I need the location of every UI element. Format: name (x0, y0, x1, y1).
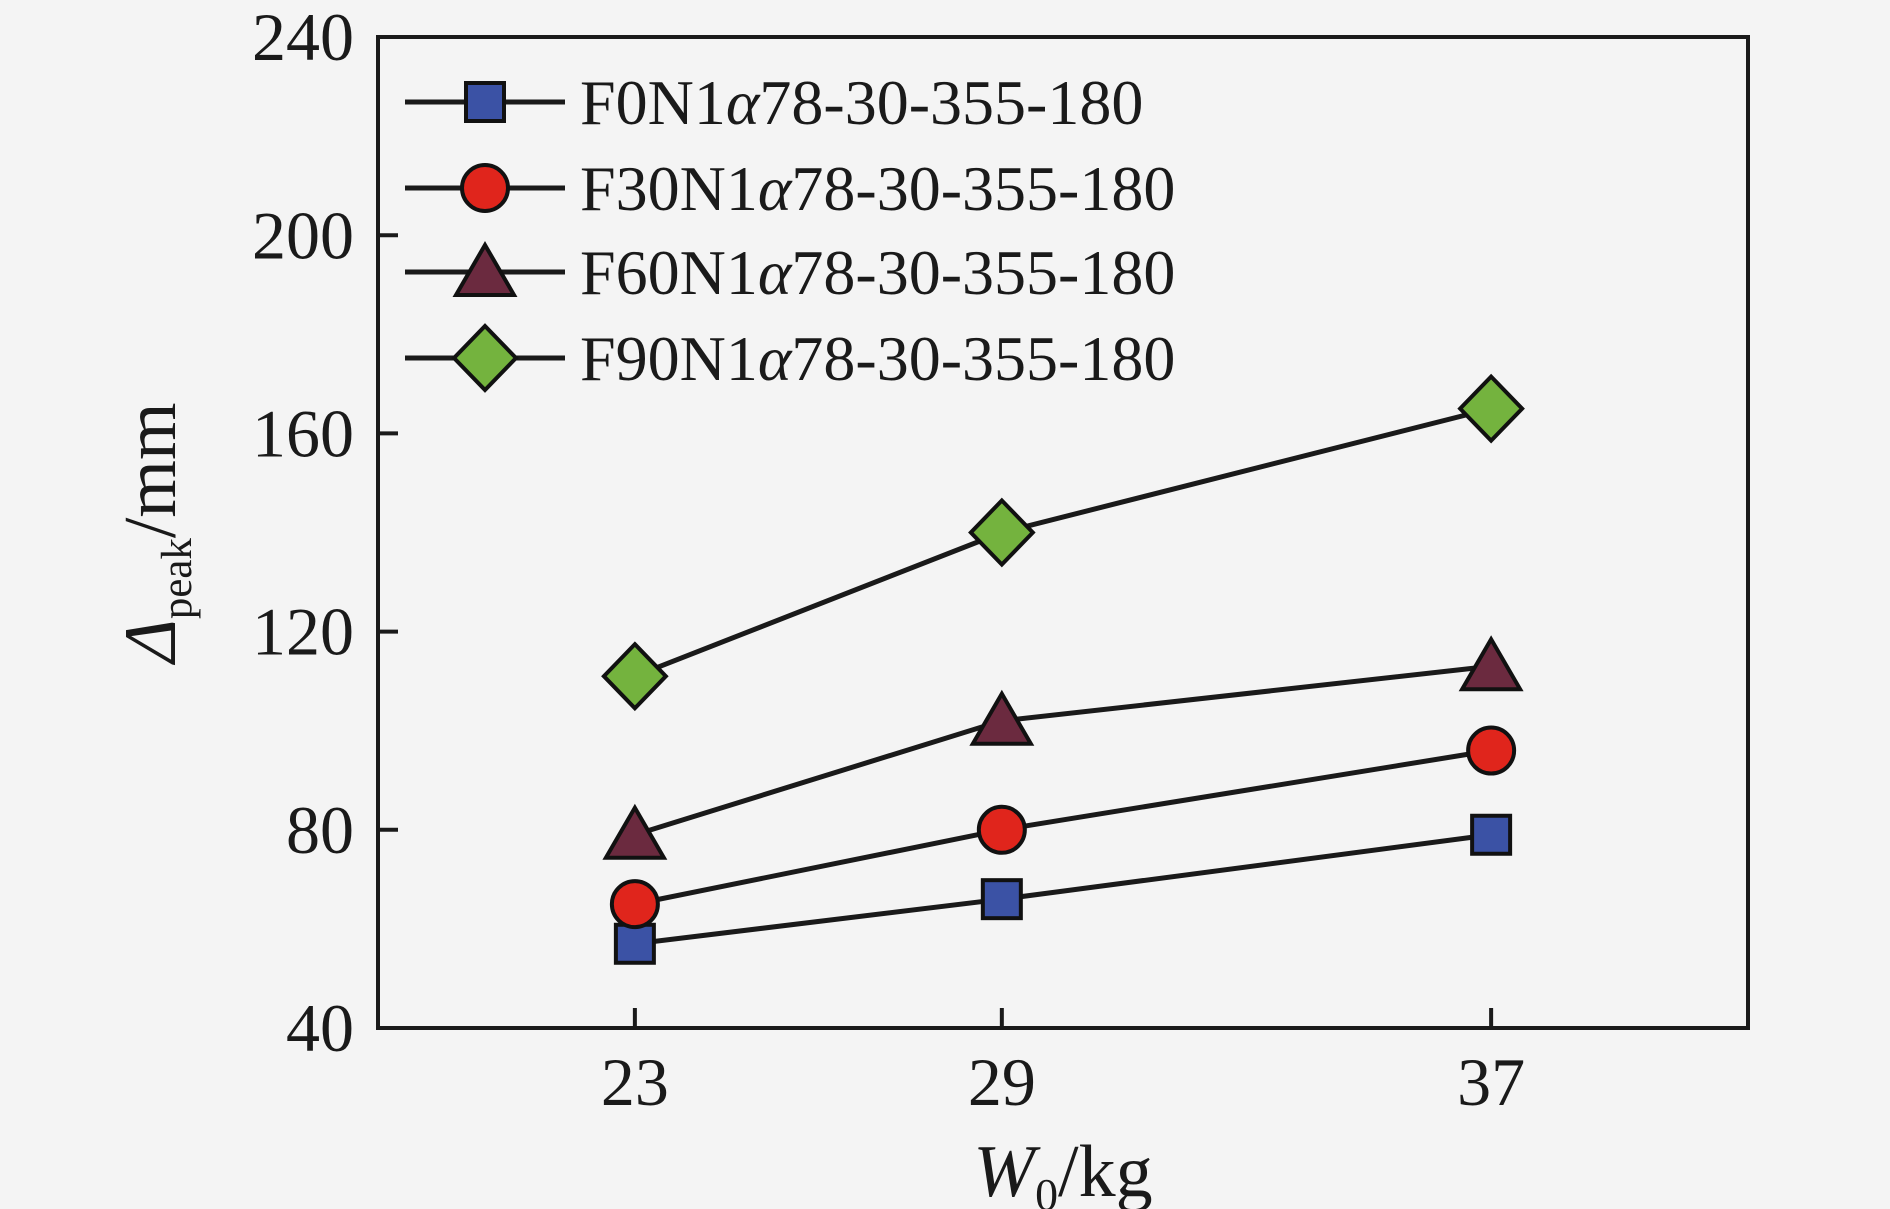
series-line-0 (634, 832, 1492, 947)
series-2-marker-2 (1458, 635, 1524, 692)
series-3-marker-1 (968, 497, 1036, 568)
series-0-marker-2 (1470, 813, 1513, 856)
legend-item-2: F60N1α78-30-355-180 (405, 237, 1175, 308)
legend: F0N1α78-30-355-180 F30N1α78-30-355-180 F60… (405, 67, 1175, 394)
legend-item-0: F0N1α78-30-355-180 (405, 67, 1143, 138)
x-axis-tick-label: 29 (968, 1044, 1036, 1120)
y-axis-tick-label: 40 (286, 990, 354, 1066)
series-line-1 (634, 748, 1492, 907)
x-axis-tick-label: 23 (601, 1044, 669, 1120)
series-3-marker-2 (1457, 373, 1525, 444)
y-axis-tick-label: 160 (252, 396, 354, 472)
series-2-marker-0 (602, 803, 668, 860)
series-2-marker-1 (969, 689, 1035, 746)
legend-label: F30N1α78-30-355-180 (580, 153, 1175, 224)
legend-marker-triangle (452, 241, 518, 297)
legend-marker-diamond (451, 323, 519, 393)
legend-item-3: F90N1α78-30-355-180 (405, 323, 1175, 394)
series-layer (601, 373, 1525, 965)
y-axis-tick-label: 240 (252, 0, 354, 75)
legend-label: F0N1α78-30-355-180 (580, 67, 1143, 138)
series-1-marker-0 (609, 879, 660, 930)
x-axis-tick-label: 37 (1457, 1044, 1525, 1120)
plot-frame (376, 35, 1750, 1030)
series-line-2 (634, 663, 1492, 838)
legend-marker-circle (460, 163, 510, 213)
y-axis-tick-label: 120 (252, 594, 354, 670)
legend-label: F60N1α78-30-355-180 (580, 237, 1175, 308)
series-0-marker-0 (613, 922, 656, 965)
legend-marker-square (464, 81, 506, 123)
axis-labels-layer: W0/kg Δpeak/mm (110, 402, 1153, 1209)
series-line-3 (633, 406, 1492, 679)
y-axis-label: Δpeak/mm (110, 402, 201, 665)
legend-label: F90N1α78-30-355-180 (580, 323, 1175, 394)
x-axis-label: W0/kg (973, 1131, 1152, 1209)
series-1-marker-1 (976, 804, 1027, 855)
series-1-marker-2 (1466, 725, 1517, 776)
y-axis-tick-label: 200 (252, 197, 354, 273)
y-axis-tick-label: 80 (286, 792, 354, 868)
series-0-marker-1 (980, 878, 1023, 921)
plot-area (376, 35, 1750, 1030)
axes-layer: 40 80 120 160 200 240 23 29 37 (252, 0, 1525, 1120)
series-3-marker-0 (601, 641, 669, 712)
legend-item-1: F30N1α78-30-355-180 (405, 153, 1175, 224)
